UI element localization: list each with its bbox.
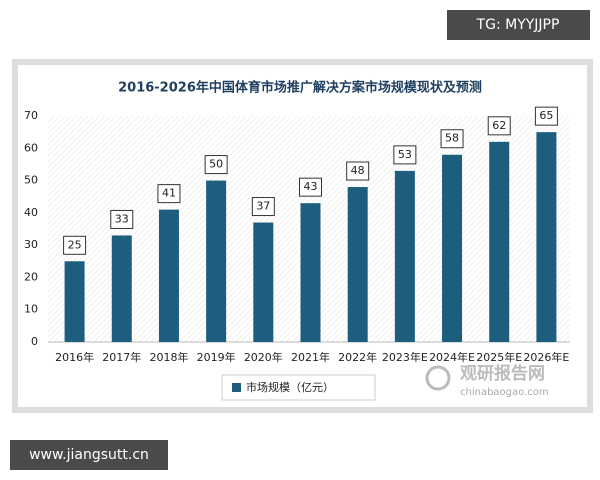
bar bbox=[206, 180, 227, 342]
data-label-box bbox=[346, 161, 370, 181]
y-tick-label: 0 bbox=[31, 335, 38, 348]
bar bbox=[300, 203, 321, 342]
x-tick-label: 2025年E bbox=[476, 350, 522, 364]
x-tick-label: 2023年E bbox=[382, 350, 428, 364]
bar bbox=[489, 141, 510, 342]
data-label: 37 bbox=[256, 200, 270, 213]
y-tick-label: 70 bbox=[24, 109, 38, 122]
x-tick-label: 2022年 bbox=[338, 350, 377, 364]
data-label: 25 bbox=[68, 238, 82, 251]
legend-box bbox=[221, 374, 376, 401]
bar bbox=[536, 132, 557, 342]
logo-url: chinabaogao.com bbox=[460, 387, 549, 398]
chart-title: 2016-2026年中国体育市场推广解决方案市场规模现状及预测 bbox=[118, 80, 482, 96]
x-tick-label: 2021年 bbox=[291, 350, 330, 364]
y-tick-label: 30 bbox=[24, 238, 38, 251]
bar bbox=[158, 209, 179, 342]
watermark: www.jiangsutt.cn bbox=[29, 447, 149, 463]
x-tick-label: 2018年 bbox=[149, 350, 188, 364]
data-label-box bbox=[63, 235, 87, 255]
data-label: 41 bbox=[162, 187, 176, 200]
data-label-box bbox=[251, 197, 275, 217]
y-tick-label: 40 bbox=[24, 206, 38, 219]
y-tick-label: 20 bbox=[24, 270, 38, 283]
data-label-box bbox=[110, 209, 134, 229]
watermark: TG: MYYJJPP bbox=[476, 17, 560, 33]
y-tick-label: 10 bbox=[24, 303, 38, 316]
watermark-box bbox=[447, 10, 590, 40]
data-label-box bbox=[440, 129, 464, 149]
data-label-box bbox=[204, 155, 228, 175]
x-tick-label: 2024年E bbox=[429, 350, 475, 364]
x-tick-label: 2026年E bbox=[523, 350, 569, 364]
data-label: 62 bbox=[492, 119, 506, 132]
data-label-box bbox=[487, 116, 511, 136]
y-tick-label: 60 bbox=[24, 141, 38, 154]
data-label-box bbox=[157, 184, 181, 204]
y-tick-label: 50 bbox=[24, 174, 38, 187]
data-label-box bbox=[393, 145, 417, 165]
data-label: 33 bbox=[115, 212, 129, 225]
x-tick-label: 2016年 bbox=[55, 350, 94, 364]
x-tick-label: 2019年 bbox=[197, 350, 236, 364]
data-label-box bbox=[299, 177, 322, 197]
data-label: 58 bbox=[445, 132, 459, 145]
data-label: 65 bbox=[539, 109, 553, 122]
x-tick-label: 2017年 bbox=[102, 350, 141, 364]
logo: 观研报告网 bbox=[459, 363, 545, 384]
data-label: 43 bbox=[304, 180, 318, 193]
logo-icon bbox=[425, 365, 451, 391]
data-label: 50 bbox=[209, 158, 223, 171]
data-label: 53 bbox=[398, 148, 412, 161]
data-label: 48 bbox=[351, 164, 365, 177]
legend-swatch bbox=[232, 383, 241, 392]
watermark-box bbox=[10, 440, 168, 470]
bar bbox=[253, 222, 274, 342]
bar bbox=[111, 235, 132, 342]
data-label-box bbox=[534, 106, 558, 126]
bar bbox=[64, 261, 85, 342]
x-tick-label: 2020年 bbox=[244, 350, 283, 364]
legend-label: 市场规模（亿元） bbox=[246, 380, 334, 394]
bar bbox=[347, 187, 368, 342]
bar bbox=[442, 154, 463, 342]
bar bbox=[394, 170, 415, 342]
